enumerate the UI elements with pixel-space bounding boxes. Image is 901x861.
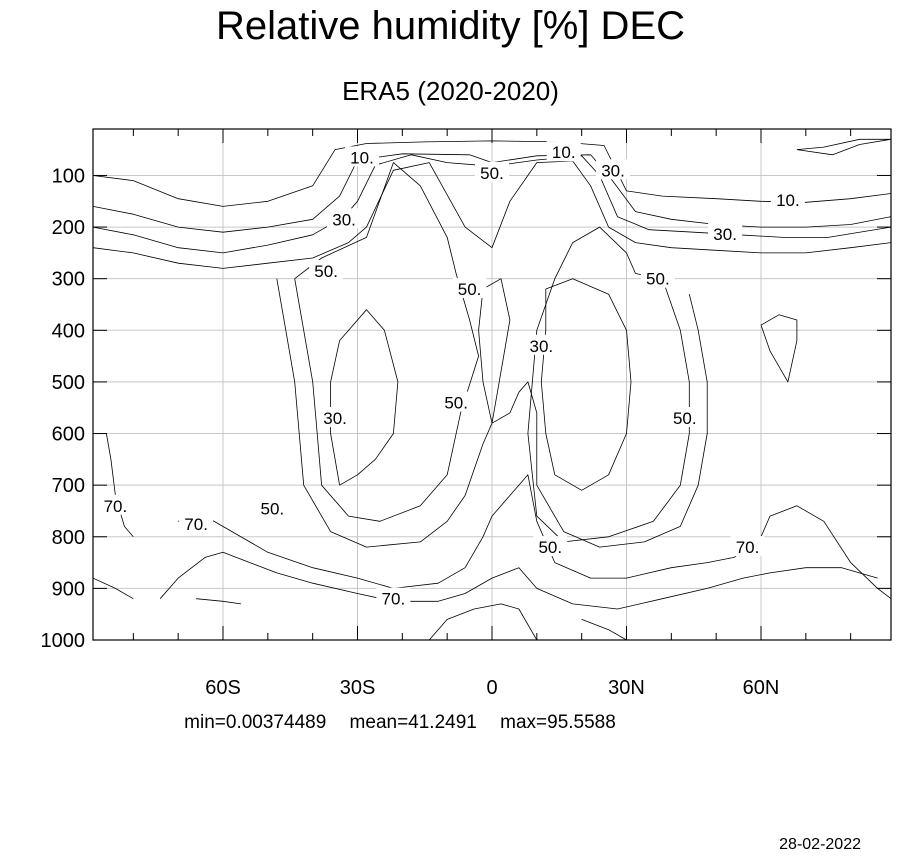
y-tick-label: 800 [52, 527, 85, 549]
contour-label: 70. [382, 590, 406, 609]
contour-labels: 10. 50. 10. 30. 10. 30. 30. 50. 50. 50. 30. 50. 30. 5… [98, 141, 805, 609]
y-tick-label: 500 [52, 372, 85, 394]
contour-line-10 [760, 314, 798, 383]
contour-label: 70. [104, 497, 128, 516]
contour-label-bg [546, 141, 581, 162]
contour-line-90 [428, 603, 538, 640]
y-tick-label: 700 [52, 475, 85, 497]
contour-label-bg [708, 222, 743, 243]
plot-date: 28-02-2022 [779, 836, 861, 853]
contour-label-bg [309, 259, 344, 280]
contour-label: 30. [601, 161, 625, 180]
contour-label: 70. [184, 515, 208, 534]
y-tick-label: 1000 [41, 630, 86, 652]
contour-line-50 [294, 162, 479, 522]
x-tick-label: 0 [486, 677, 497, 699]
contour-label: 10. [776, 191, 800, 210]
chart-subtitle: ERA5 (2020-2020) [342, 76, 559, 106]
contour-line-70 [178, 474, 891, 600]
contour-label: 70. [736, 538, 760, 557]
contour-label-bg [327, 208, 362, 229]
contour-label: 50. [673, 409, 697, 428]
contour-label-bg [376, 587, 411, 608]
axis-ticks [93, 129, 891, 641]
x-tick-label: 30N [608, 677, 645, 699]
x-tick-label: 60N [743, 677, 780, 699]
contour-label: 30. [713, 225, 737, 244]
contour-label: 50. [458, 280, 482, 299]
contour-label-bg [98, 494, 133, 515]
contour-label-bg [533, 536, 568, 557]
contour-label-bg [667, 407, 702, 428]
x-axis-tick-labels: 60S 30S 0 30N 60N [205, 677, 779, 699]
contour-label: 50. [480, 164, 504, 183]
contour-label-bg [439, 391, 474, 412]
contour-label: 50. [261, 499, 285, 518]
contour-label-bg [318, 407, 353, 428]
contour-line-40 [93, 160, 891, 269]
contour-label-bg [475, 161, 509, 182]
contour-label: 50. [314, 262, 338, 281]
x-tick-label: 60S [205, 677, 241, 699]
y-tick-label: 400 [52, 320, 85, 342]
contour-label-bg [452, 278, 487, 299]
contour-label: 30. [323, 409, 347, 428]
y-tick-label: 900 [52, 578, 85, 600]
contour-line-80 [159, 551, 878, 610]
contour-label-bg [596, 159, 631, 180]
y-tick-label: 200 [52, 217, 85, 239]
chart-title: Relative humidity [%] DEC [215, 4, 686, 48]
contour-label: 10. [552, 143, 576, 162]
contour-line-30 [330, 309, 399, 486]
stat-max: max=95.5588 [500, 712, 616, 733]
contour-line-60 [276, 278, 708, 548]
contour-label-bg [179, 512, 214, 533]
contour-label: 30. [332, 210, 356, 229]
y-tick-label: 300 [52, 269, 85, 291]
contour-line-90 [581, 619, 627, 640]
contour-line-40 [478, 278, 511, 424]
contour-label-bg [770, 189, 805, 210]
contour-label: 30. [529, 337, 553, 356]
contour-label-bg [730, 536, 765, 557]
contour-label-bg [255, 497, 290, 518]
x-tick-label: 30S [340, 677, 376, 699]
stat-min: min=0.00374489 [184, 712, 327, 733]
contour-label-bg [640, 267, 675, 288]
contour-label-bg [344, 146, 379, 167]
contour-label: 50. [538, 538, 562, 557]
contour-line-80 [93, 577, 134, 600]
contour-label: 50. [646, 270, 670, 289]
contour-label: 50. [444, 394, 468, 413]
contour-lines [93, 138, 891, 640]
contour-line-90 [196, 598, 241, 605]
y-tick-label: 100 [52, 165, 85, 187]
contour-label-bg [524, 334, 559, 355]
contour-line-10 [796, 138, 891, 156]
y-tick-label: 600 [52, 424, 85, 446]
statistics-line: min=0.00374489 mean=41.2491 max=95.5588 [0, 712, 800, 734]
y-axis-tick-labels: 100 200 300 400 500 600 700 800 900 1000 [41, 165, 86, 652]
contour-label: 10. [350, 148, 374, 167]
contour-line-30 [540, 278, 632, 491]
stat-mean: mean=41.2491 [349, 712, 477, 733]
